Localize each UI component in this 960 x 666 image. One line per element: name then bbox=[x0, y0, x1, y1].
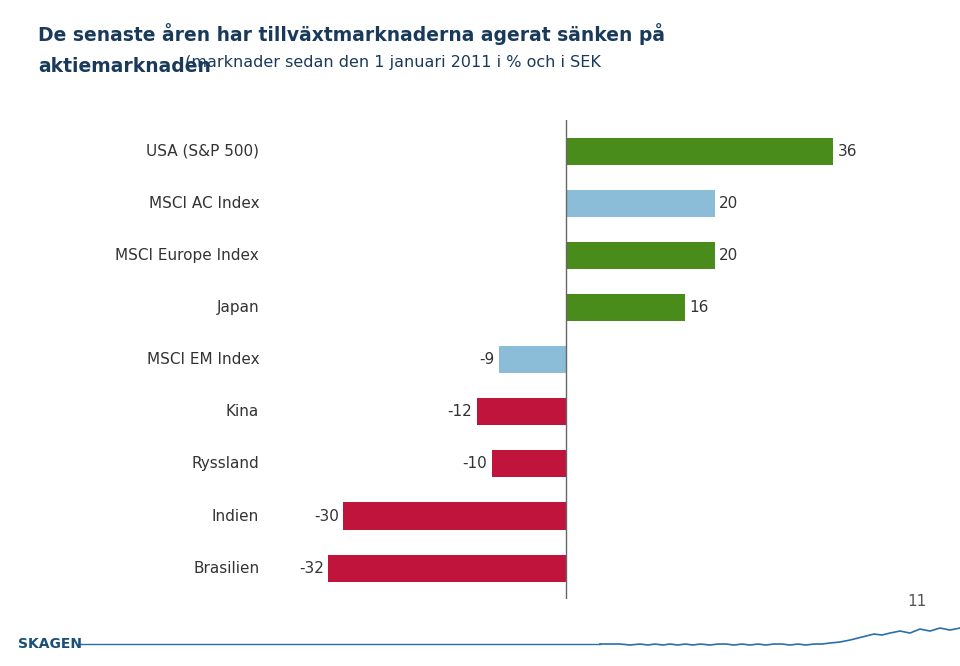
Text: -9: -9 bbox=[479, 352, 494, 367]
Text: 16: 16 bbox=[689, 300, 708, 315]
Bar bbox=[566, 138, 833, 165]
Bar bbox=[566, 294, 684, 321]
Bar bbox=[566, 190, 714, 217]
Text: De senaste åren har tillväxtmarknaderna agerat sänken på: De senaste åren har tillväxtmarknaderna … bbox=[38, 23, 665, 45]
Text: 20: 20 bbox=[719, 248, 738, 263]
Text: -12: -12 bbox=[447, 404, 472, 420]
Bar bbox=[477, 398, 566, 426]
Text: Brasilien: Brasilien bbox=[193, 561, 259, 575]
Text: -32: -32 bbox=[299, 561, 324, 575]
Text: 20: 20 bbox=[719, 196, 738, 210]
Text: aktiemarknaden: aktiemarknaden bbox=[38, 57, 211, 76]
Text: SKAGEN: SKAGEN bbox=[18, 637, 82, 651]
Bar bbox=[566, 242, 714, 269]
Bar bbox=[499, 346, 566, 373]
Text: Kina: Kina bbox=[226, 404, 259, 420]
Text: Indien: Indien bbox=[212, 509, 259, 523]
Text: -10: -10 bbox=[463, 456, 487, 472]
Bar bbox=[492, 450, 566, 478]
Bar bbox=[328, 555, 566, 581]
Text: MSCI Europe Index: MSCI Europe Index bbox=[115, 248, 259, 263]
Text: (marknader sedan den 1 januari 2011 i % och i SEK: (marknader sedan den 1 januari 2011 i % … bbox=[180, 55, 601, 71]
Bar bbox=[343, 502, 566, 529]
Text: 36: 36 bbox=[838, 144, 857, 159]
Text: MSCI AC Index: MSCI AC Index bbox=[149, 196, 259, 210]
Text: Ryssland: Ryssland bbox=[191, 456, 259, 472]
Text: 11: 11 bbox=[907, 594, 926, 609]
Text: USA (S&P 500): USA (S&P 500) bbox=[146, 144, 259, 159]
Text: Japan: Japan bbox=[217, 300, 259, 315]
Text: MSCI EM Index: MSCI EM Index bbox=[147, 352, 259, 367]
Text: -30: -30 bbox=[314, 509, 339, 523]
